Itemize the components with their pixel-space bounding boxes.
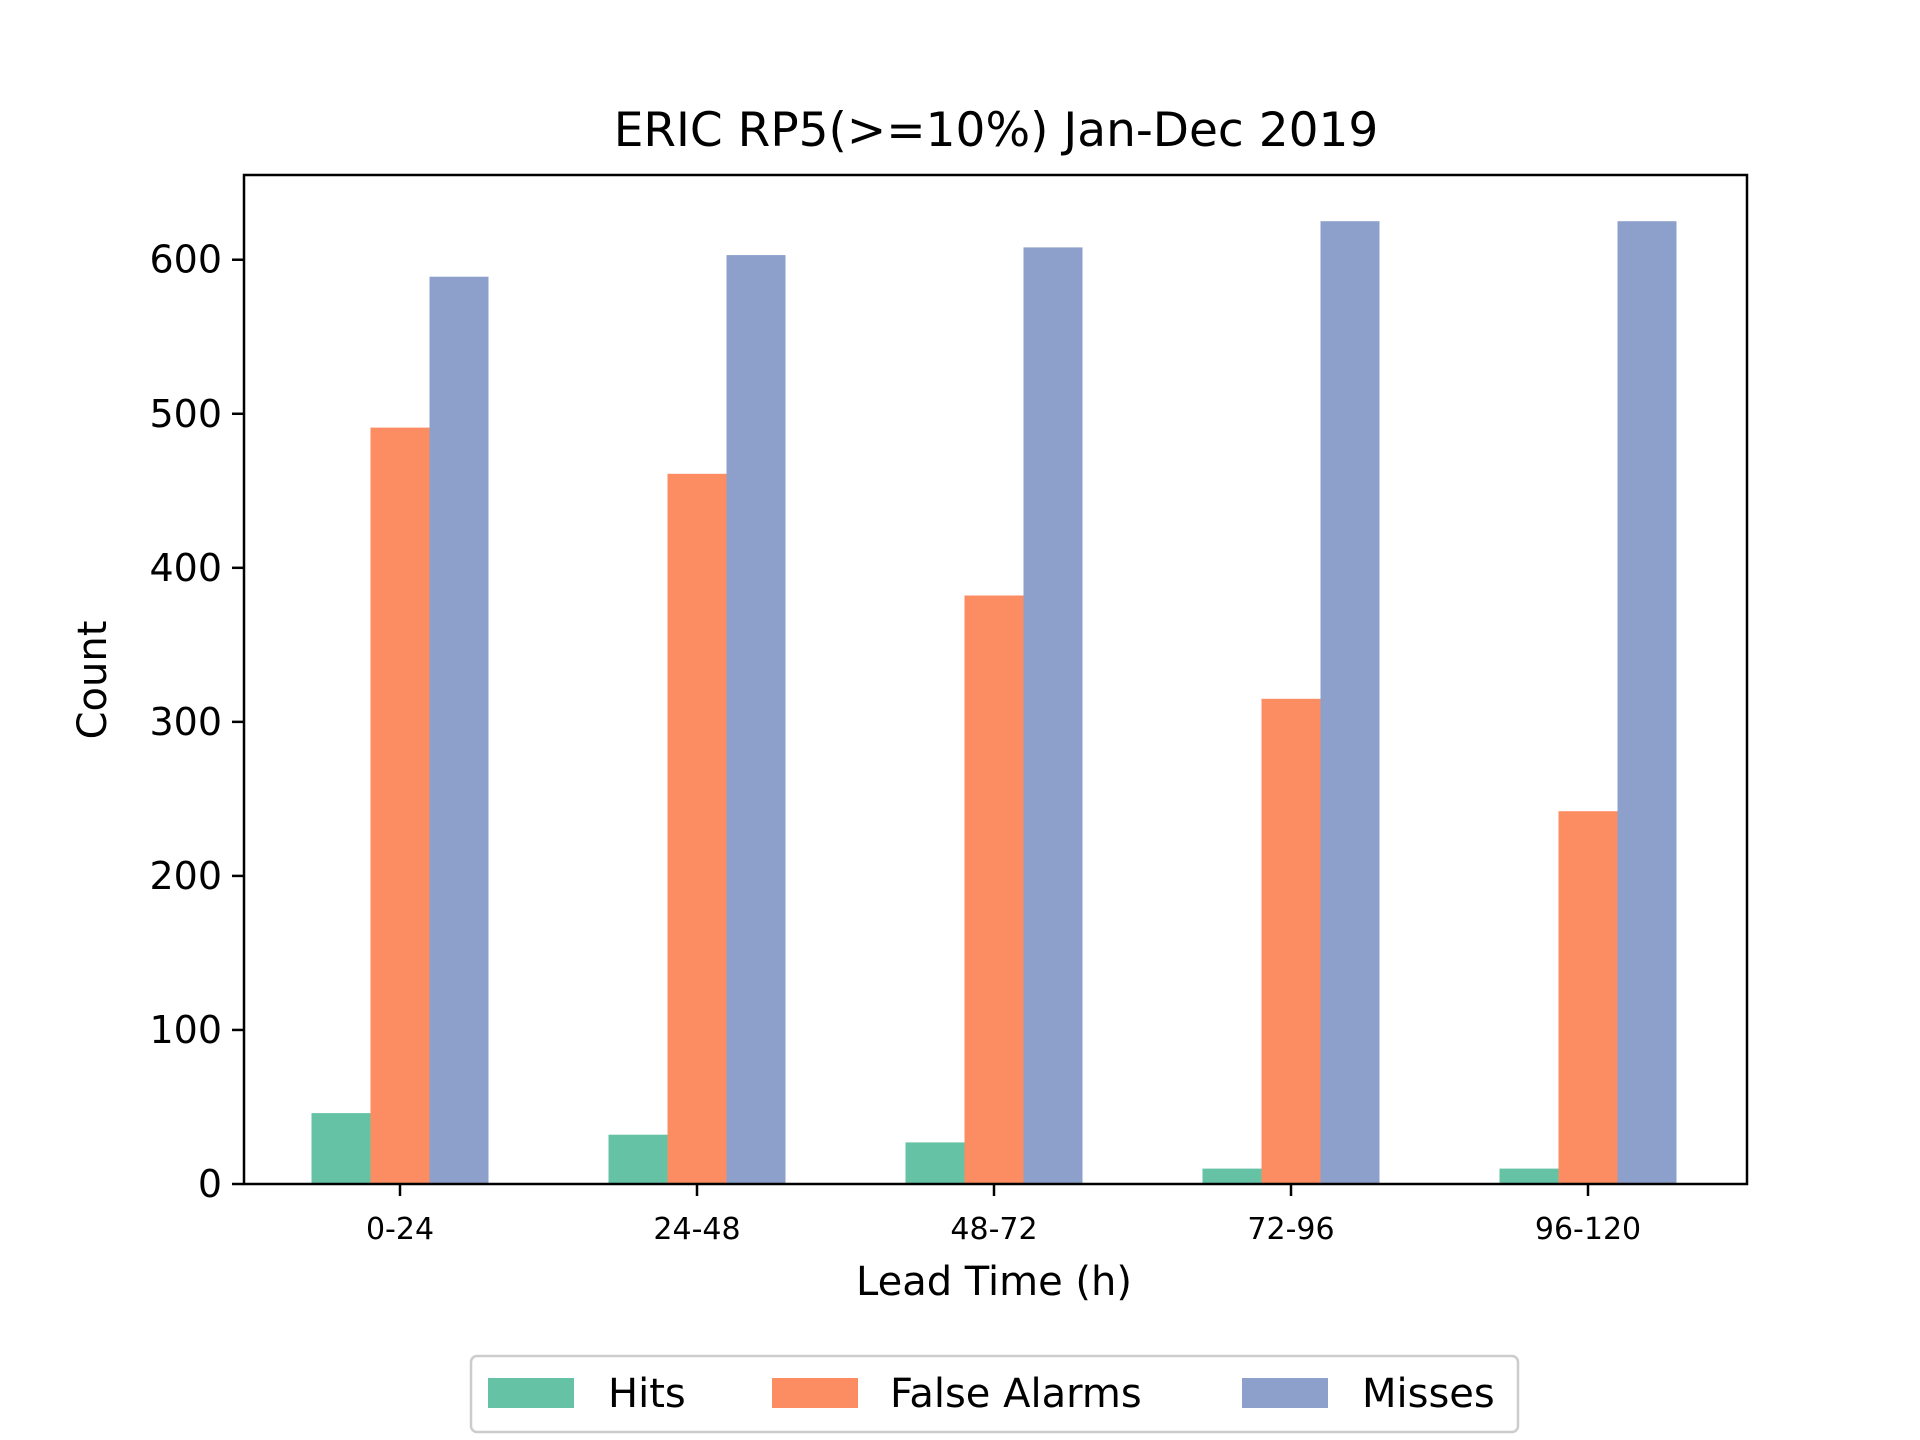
legend: Hits False Alarms Misses	[469, 1354, 1520, 1434]
bar-misses-48-72	[1023, 247, 1083, 1184]
bar-false-alarms-24-48	[667, 473, 727, 1184]
bar-misses-96-120	[1617, 221, 1677, 1184]
bar-false-alarms-48-72	[964, 595, 1024, 1184]
legend-label-misses: Misses	[1362, 1371, 1495, 1417]
x-axis-label: Lead Time (h)	[856, 1259, 1132, 1305]
x-tick-label-96-120: 96-120	[1535, 1212, 1641, 1247]
x-tick-label-48-72: 48-72	[950, 1212, 1037, 1247]
y-tick-label-400: 400	[149, 546, 222, 590]
legend-swatch-misses	[1242, 1378, 1328, 1408]
legend-frame	[469, 1354, 1520, 1434]
y-axis-ticks: 0 100 200 300 400 500 600	[149, 238, 244, 1206]
bar-misses-0-24	[429, 276, 489, 1184]
legend-label-hits: Hits	[608, 1371, 686, 1417]
bar-false-alarms-0-24	[370, 427, 430, 1185]
y-tick-label-300: 300	[149, 700, 222, 744]
x-tick-label-0-24: 0-24	[366, 1212, 434, 1247]
bar-misses-24-48	[726, 255, 786, 1185]
legend-swatch-false-alarms	[772, 1378, 858, 1408]
plot-area-frame	[242, 173, 1749, 1186]
bar-misses-72-96	[1320, 221, 1380, 1184]
bar-false-alarms-72-96	[1261, 698, 1321, 1184]
bars-layer	[311, 221, 1677, 1185]
y-tick-label-500: 500	[149, 392, 222, 436]
bar-hits-0-24	[311, 1113, 371, 1184]
y-tick-label-200: 200	[149, 854, 222, 898]
y-tick-label-0: 0	[198, 1162, 222, 1206]
x-tick-label-24-48: 24-48	[653, 1212, 740, 1247]
bar-false-alarms-96-120	[1558, 811, 1618, 1184]
y-axis-label: Count	[70, 621, 116, 740]
legend-swatch-hits	[488, 1378, 574, 1408]
x-axis-ticks: 0-24 24-48 48-72 72-96 96-120	[366, 1184, 1641, 1247]
chart-title: ERIC RP5(>=10%) Jan-Dec 2019	[614, 103, 1379, 158]
legend-label-false-alarms: False Alarms	[890, 1371, 1142, 1417]
y-tick-label-100: 100	[149, 1008, 222, 1052]
bar-hits-96-120	[1499, 1168, 1559, 1184]
bar-hits-24-48	[608, 1134, 668, 1184]
bar-hits-48-72	[905, 1142, 965, 1184]
x-tick-label-72-96: 72-96	[1247, 1212, 1334, 1247]
bar-hits-72-96	[1202, 1168, 1262, 1184]
legend-items: Hits False Alarms Misses	[488, 1371, 1495, 1417]
y-tick-label-600: 600	[149, 238, 222, 282]
